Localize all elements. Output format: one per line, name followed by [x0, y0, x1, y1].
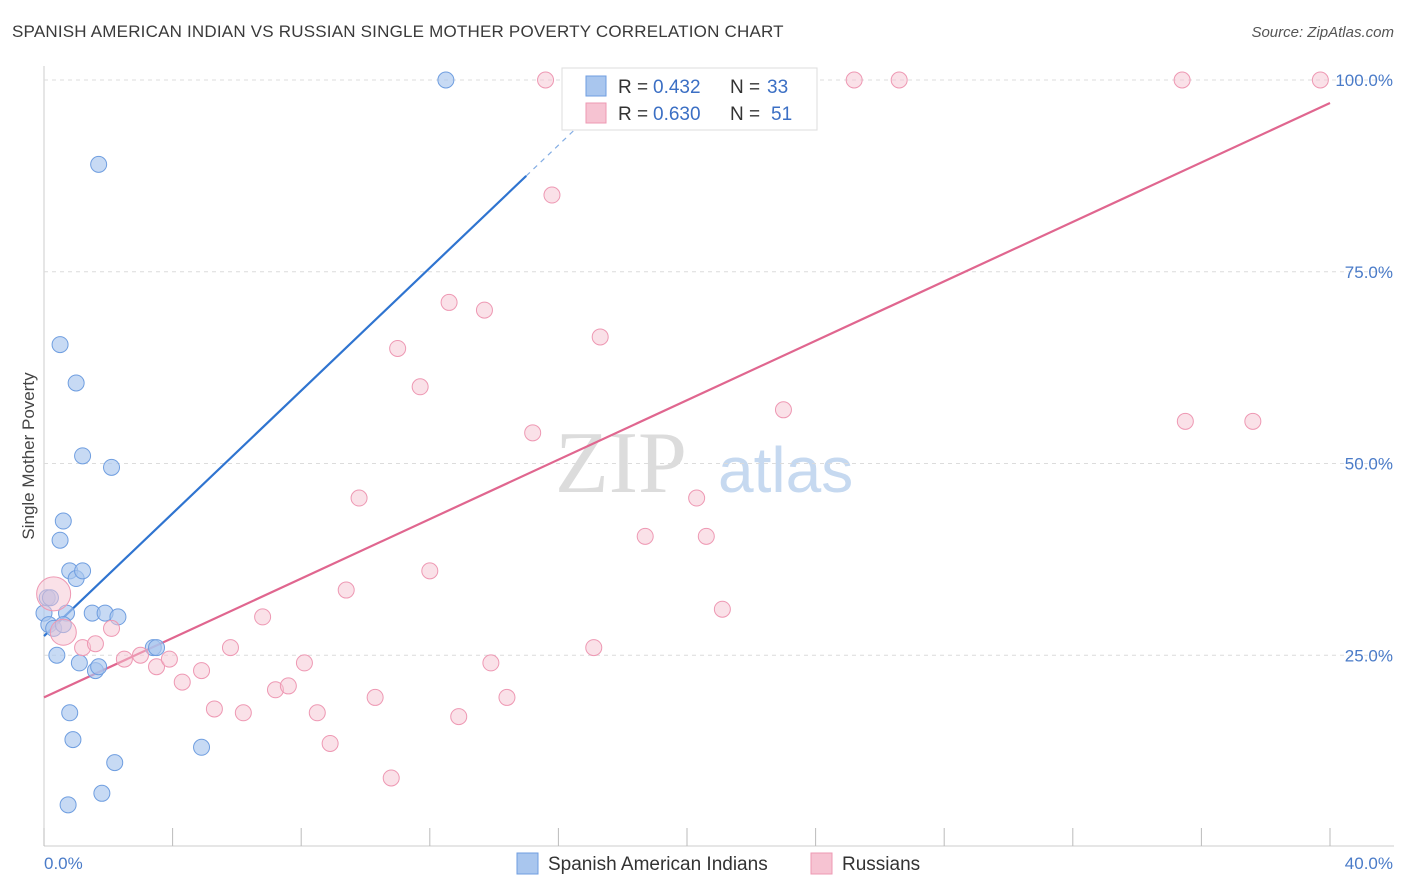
point-russians: [585, 639, 603, 657]
point-russians: [36, 576, 72, 612]
point-russians: [482, 654, 500, 672]
legend-n-label-2: N =: [730, 104, 760, 125]
x-tick-label-min: 0.0%: [44, 854, 83, 873]
point-spanish-american-indians: [148, 639, 166, 657]
y-tick-label: 50.0%: [1345, 455, 1393, 474]
legend-swatch-pink: [585, 102, 607, 124]
y-tick-label: 100.0%: [1335, 71, 1393, 90]
trend-line-spanish-american-indians: [43, 175, 528, 637]
point-spanish-american-indians: [54, 512, 72, 530]
point-russians: [49, 618, 77, 646]
point-russians: [173, 673, 191, 691]
point-russians: [389, 339, 407, 357]
point-russians: [131, 646, 149, 664]
point-russians: [450, 708, 468, 726]
point-russians: [421, 562, 439, 580]
point-russians: [537, 71, 555, 89]
point-russians: [366, 688, 384, 706]
data-points: [35, 71, 1329, 814]
point-russians: [160, 650, 178, 668]
point-russians: [440, 293, 458, 311]
point-russians: [774, 401, 792, 419]
point-spanish-american-indians: [51, 336, 69, 354]
point-russians: [337, 581, 355, 599]
chart-title: SPANISH AMERICAN INDIAN VS RUSSIAN SINGL…: [12, 22, 784, 41]
series-legend-swatch-blue: [516, 852, 539, 875]
point-spanish-american-indians: [74, 447, 92, 465]
point-russians: [308, 704, 326, 722]
point-spanish-american-indians: [74, 562, 92, 580]
point-russians: [890, 71, 908, 89]
trend-extension-spanish-american-indians: [525, 129, 575, 177]
point-russians: [697, 527, 715, 545]
series-legend: Spanish American Indians Russians: [516, 852, 920, 875]
point-russians: [382, 769, 400, 787]
series-legend-swatch-pink: [810, 852, 833, 875]
trend-line-russians: [43, 102, 1331, 699]
point-russians: [688, 489, 706, 507]
point-russians: [1311, 71, 1329, 89]
legend-n-value-2: 51: [771, 104, 792, 125]
point-spanish-american-indians: [106, 754, 124, 772]
legend-r-value-1: 0.432: [653, 77, 701, 98]
point-russians: [254, 608, 272, 626]
point-russians: [193, 662, 211, 680]
point-spanish-american-indians: [59, 796, 77, 814]
y-tick-labels: 25.0% 50.0% 75.0% 100.0%: [1335, 71, 1393, 665]
point-russians: [350, 489, 368, 507]
point-russians: [411, 378, 429, 396]
point-spanish-american-indians: [90, 658, 108, 676]
point-spanish-american-indians: [64, 731, 82, 749]
point-spanish-american-indians: [67, 374, 85, 392]
y-tick-label: 25.0%: [1345, 646, 1393, 665]
legend-swatch-blue: [585, 75, 607, 97]
point-russians: [713, 600, 731, 618]
point-russians: [115, 650, 133, 668]
y-tick-label: 75.0%: [1345, 263, 1393, 282]
point-russians: [524, 424, 542, 442]
point-russians: [475, 301, 493, 319]
series-legend-label-blue: Spanish American Indians: [548, 854, 768, 875]
point-russians: [845, 71, 863, 89]
point-russians: [1173, 71, 1191, 89]
point-spanish-american-indians: [90, 155, 108, 173]
point-russians: [279, 677, 297, 695]
y-axis-title: Single Mother Poverty: [19, 372, 38, 540]
source-label: Source: ZipAtlas.com: [1251, 24, 1394, 41]
point-russians: [295, 654, 313, 672]
point-russians: [321, 734, 339, 752]
legend-r-label-2: R =: [618, 104, 648, 125]
point-russians: [498, 688, 516, 706]
point-russians: [1244, 412, 1262, 430]
legend-r-value-2: 0.630: [653, 104, 701, 125]
point-russians: [221, 639, 239, 657]
point-spanish-american-indians: [70, 654, 88, 672]
point-spanish-american-indians: [51, 531, 69, 549]
point-spanish-american-indians: [93, 784, 111, 802]
point-russians: [543, 186, 561, 204]
watermark-atlas: atlas: [718, 434, 853, 506]
point-spanish-american-indians: [103, 458, 121, 476]
legend-r-label-1: R =: [618, 77, 648, 98]
point-spanish-american-indians: [437, 71, 455, 89]
x-ticks: [43, 828, 1331, 846]
point-russians: [148, 658, 166, 676]
legend-n-value-1: 33: [767, 77, 788, 98]
point-russians: [103, 619, 121, 637]
trend-lines: [43, 102, 1331, 699]
series-legend-label-pink: Russians: [842, 854, 920, 875]
point-spanish-american-indians: [48, 646, 66, 664]
point-russians: [205, 700, 223, 718]
point-spanish-american-indians: [61, 704, 79, 722]
point-russians: [591, 328, 609, 346]
x-tick-label-max: 40.0%: [1345, 854, 1393, 873]
correlation-legend: R = 0.432 N = 33 R = 0.630 N = 51: [561, 67, 818, 131]
point-russians: [1176, 412, 1194, 430]
point-russians: [636, 527, 654, 545]
point-russians: [86, 635, 104, 653]
point-russians: [234, 704, 252, 722]
point-spanish-american-indians: [193, 738, 211, 756]
legend-n-label-1: N =: [730, 77, 760, 98]
